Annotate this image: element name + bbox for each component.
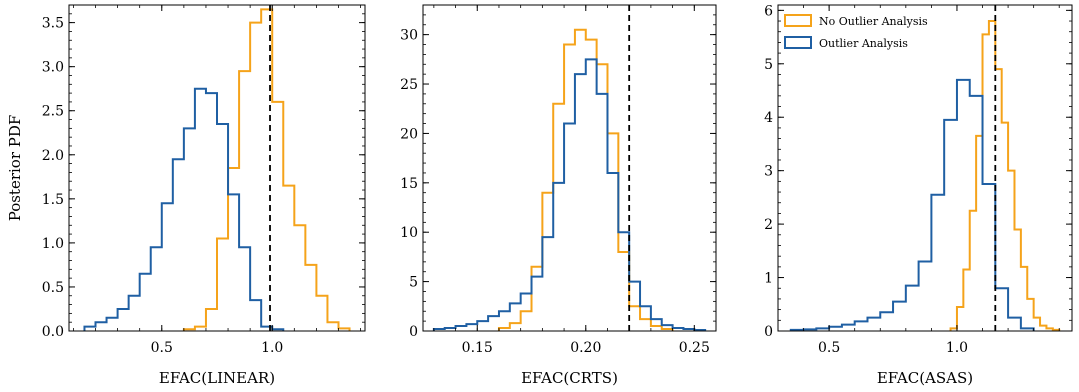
y-tick-label: 0.5: [42, 280, 64, 296]
y-tick-label: 20: [400, 126, 418, 142]
x-axis-label: EFAC(LINEAR): [159, 369, 275, 387]
x-tick-label: 0.5: [818, 340, 840, 356]
axes-frame: [68, 4, 366, 332]
x-tick-label: 1.0: [946, 340, 968, 356]
histogram-outlier-series: [789, 78, 1035, 331]
y-tick-label: 1: [764, 271, 773, 287]
axes-frame: [777, 4, 1073, 332]
panel-efac-asas: 0.5 1.0 0 1 2 3 4 5 6 EFAC(ASAS) No Outlier Analys…: [764, 3, 1073, 387]
y-tick-label: 3: [764, 164, 773, 180]
y-tick-label: 1.5: [42, 192, 64, 208]
histogram-outlier-series: [432, 58, 707, 331]
x-tick-label: 0.15: [462, 340, 493, 356]
legend-label-no-outlier: No Outlier Analysis: [819, 15, 928, 28]
histogram-no-outlier-series: [497, 28, 674, 331]
histogram-no-outlier-series: [182, 8, 351, 331]
y-tick-label: 0: [409, 324, 418, 340]
legend-swatch-outlier: [784, 36, 812, 49]
plot-area: [83, 5, 351, 331]
y-tick-label: 4: [764, 110, 773, 126]
axes-frame: [422, 4, 717, 332]
y-tick-label: 15: [400, 176, 418, 192]
y-tick-label: 3.0: [42, 60, 64, 76]
x-tick-label: 0.5: [151, 340, 173, 356]
y-tick-label: 25: [400, 77, 418, 93]
histogram-outlier-series: [83, 87, 285, 331]
legend-label-outlier: Outlier Analysis: [819, 37, 908, 50]
y-tick-label: 2.0: [42, 148, 64, 164]
legend: No Outlier Analysis Outlier Analysis: [784, 14, 928, 50]
legend-swatch-no-outlier: [784, 14, 812, 27]
panel-efac-linear: 0.5 1.0 0.0 0.5 1.0 1.5 2.0 2.5 3.0 3.5 EFAC(LINEA…: [6, 4, 366, 387]
x-tick-label: 1.0: [261, 340, 283, 356]
histogram-no-outlier-series: [949, 20, 1061, 331]
y-tick-label: 5: [764, 57, 773, 73]
y-tick-label: 0.0: [42, 324, 64, 340]
y-tick-label: 1.0: [42, 236, 64, 252]
plot-area: [789, 5, 1061, 331]
x-axis-label: EFAC(CRTS): [521, 369, 618, 387]
panel-efac-crts: 0.15 0.20 0.25 0 5 10 15 20 25 30 EFAC(CRTS): [400, 4, 717, 387]
y-tick-label: 0: [764, 324, 773, 340]
x-tick-label: 0.20: [570, 340, 601, 356]
y-tick-label: 30: [400, 28, 418, 44]
y-tick-label: 3.5: [42, 16, 64, 32]
x-tick-label: 0.25: [679, 340, 710, 356]
plot-area: [432, 5, 707, 331]
y-axis-label: Posterior PDF: [6, 115, 24, 222]
y-tick-label: 2.5: [42, 104, 64, 120]
x-axis-label: EFAC(ASAS): [877, 369, 973, 387]
y-tick-label: 6: [764, 3, 773, 19]
y-tick-label: 2: [764, 217, 773, 233]
y-tick-label: 5: [409, 275, 418, 291]
y-tick-label: 10: [400, 225, 418, 241]
